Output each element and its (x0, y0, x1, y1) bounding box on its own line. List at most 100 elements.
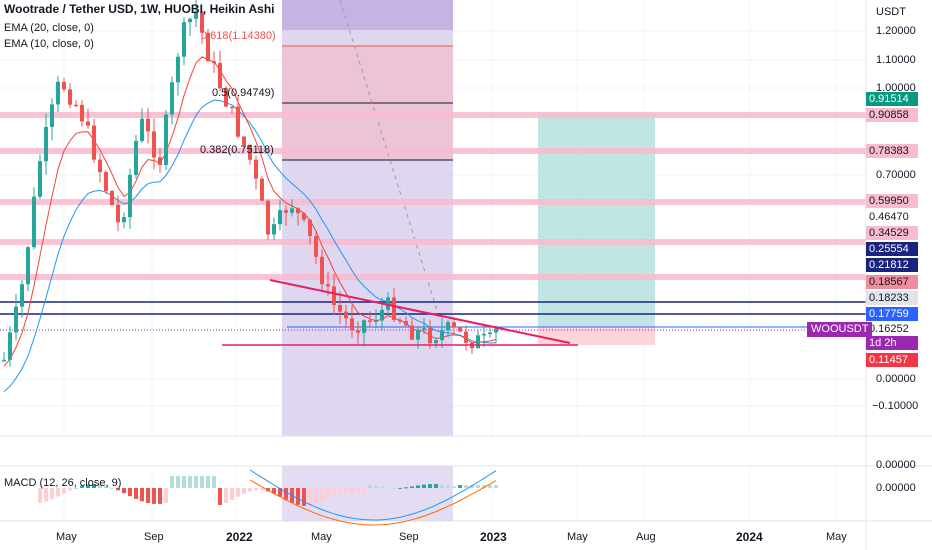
macd-bar (200, 476, 204, 488)
ema-20-legend[interactable]: EMA (20, close, 0) (4, 22, 94, 34)
candle-body (86, 121, 90, 126)
candle-body (68, 89, 72, 105)
candle-body (356, 330, 360, 333)
macd-bar (344, 488, 348, 494)
candle-body (26, 247, 30, 285)
candle-body (494, 328, 498, 333)
ema-10-legend[interactable]: EMA (10, close, 0) (4, 38, 94, 50)
candle-body (434, 340, 438, 344)
macd-bar (374, 485, 378, 488)
candle-body (326, 284, 330, 287)
time-label-sep-2022: Sep (399, 531, 419, 543)
macd-bar (62, 488, 66, 494)
ema-20-line (3, 99, 497, 392)
candle-body (8, 332, 12, 360)
macd-bar (164, 488, 168, 504)
price-badge-0-17759[interactable]: 0.17759 (866, 307, 918, 321)
macd-bar (482, 485, 486, 488)
candle-body (296, 208, 300, 214)
candle-body (170, 82, 174, 115)
symbol-tag[interactable]: WOOUSDT (807, 322, 873, 337)
support-band (0, 239, 866, 245)
axis-tick-1-0: 1.00000 (876, 82, 916, 94)
candle-body (116, 205, 120, 223)
price-badge-0-59950[interactable]: 0.59950 (866, 194, 918, 208)
candle-body (200, 12, 204, 33)
candle-body (452, 322, 456, 328)
macd-bar (230, 488, 234, 500)
macd-bar (68, 488, 72, 491)
price-badge-current[interactable]: 0.16252 (866, 322, 918, 336)
price-badge-0-91514[interactable]: 0.91514 (866, 92, 918, 106)
macd-bar (362, 488, 366, 494)
candle-body (230, 106, 234, 109)
candle-body (350, 318, 354, 331)
macd-bar (224, 488, 228, 503)
candle-body (32, 196, 36, 248)
candle-body (146, 118, 150, 132)
candle-body (362, 320, 366, 333)
macd-legend[interactable]: MACD (12, 26, close, 9) (4, 477, 122, 489)
price-badge-0-21812[interactable]: 0.21812 (866, 258, 918, 272)
fib-label-05: 0.5(0.94749) (212, 87, 275, 99)
macd-bar (422, 484, 426, 488)
macd-bar (152, 488, 156, 504)
time-label-2023: 2023 (480, 530, 507, 544)
candle-body (440, 330, 444, 341)
candle-body (392, 297, 396, 320)
macd-bar (338, 488, 342, 494)
macd-bar (368, 484, 372, 488)
candle-body (482, 333, 486, 336)
candle-body (344, 311, 348, 319)
macd-histogram (38, 476, 498, 506)
price-badge-0-46470[interactable]: 0.46470 (866, 210, 918, 224)
price-badge-0-34529[interactable]: 0.34529 (866, 226, 918, 240)
candle-body (380, 309, 384, 321)
candle-body (416, 329, 420, 340)
price-badge-0-78383[interactable]: 0.78383 (866, 144, 918, 158)
chart-title[interactable]: Wootrade / Tether USD, 1W, HUOBI, Heikin… (4, 2, 275, 16)
macd-bar (98, 484, 102, 488)
candle-body (158, 157, 162, 165)
price-badge-0-18233[interactable]: 0.18233 (866, 291, 918, 305)
macd-bar (212, 476, 216, 488)
candle-body (104, 172, 108, 192)
candle-body (224, 88, 228, 107)
currency-label: USDT (876, 6, 906, 18)
time-label-may-2024: May (826, 531, 847, 543)
candle-body (290, 208, 294, 213)
macd-axis-zero: 0.00000 (876, 482, 916, 494)
macd-bar (140, 488, 144, 502)
candle-body (332, 286, 336, 305)
time-label-2022: 2022 (226, 530, 253, 544)
macd-bar (308, 488, 312, 506)
descending-trendline[interactable] (269, 279, 571, 344)
macd-bar (386, 487, 390, 489)
candle-body (302, 213, 306, 220)
macd-bar (284, 488, 288, 500)
price-badge-0-90858[interactable]: 0.90858 (866, 108, 918, 122)
axis-tick-0-0: 0.00000 (876, 373, 916, 385)
price-badge-0-11457[interactable]: 0.11457 (866, 353, 918, 367)
macd-bar (398, 487, 402, 489)
macd-bar (248, 488, 252, 492)
candle-body (212, 61, 216, 64)
macd-bar (326, 488, 330, 499)
candle-body (110, 191, 114, 206)
candle-body (248, 144, 252, 160)
price-badge-0-18567[interactable]: 0.18567 (866, 275, 918, 289)
macd-bar (242, 488, 246, 494)
macd-bar (356, 488, 360, 494)
macd-bar (38, 488, 42, 504)
time-label-may-2023: May (567, 531, 588, 543)
macd-bar (182, 476, 186, 488)
candle-body (374, 320, 378, 323)
gap-pane (0, 436, 866, 466)
macd-bar (194, 476, 198, 488)
time-label-aug-2023: Aug (636, 531, 656, 543)
price-badge-0-25554[interactable]: 0.25554 (866, 242, 918, 256)
target-zone (538, 113, 655, 326)
time-label-2024: 2024 (736, 530, 763, 544)
time-label-may-2022: May (311, 531, 332, 543)
